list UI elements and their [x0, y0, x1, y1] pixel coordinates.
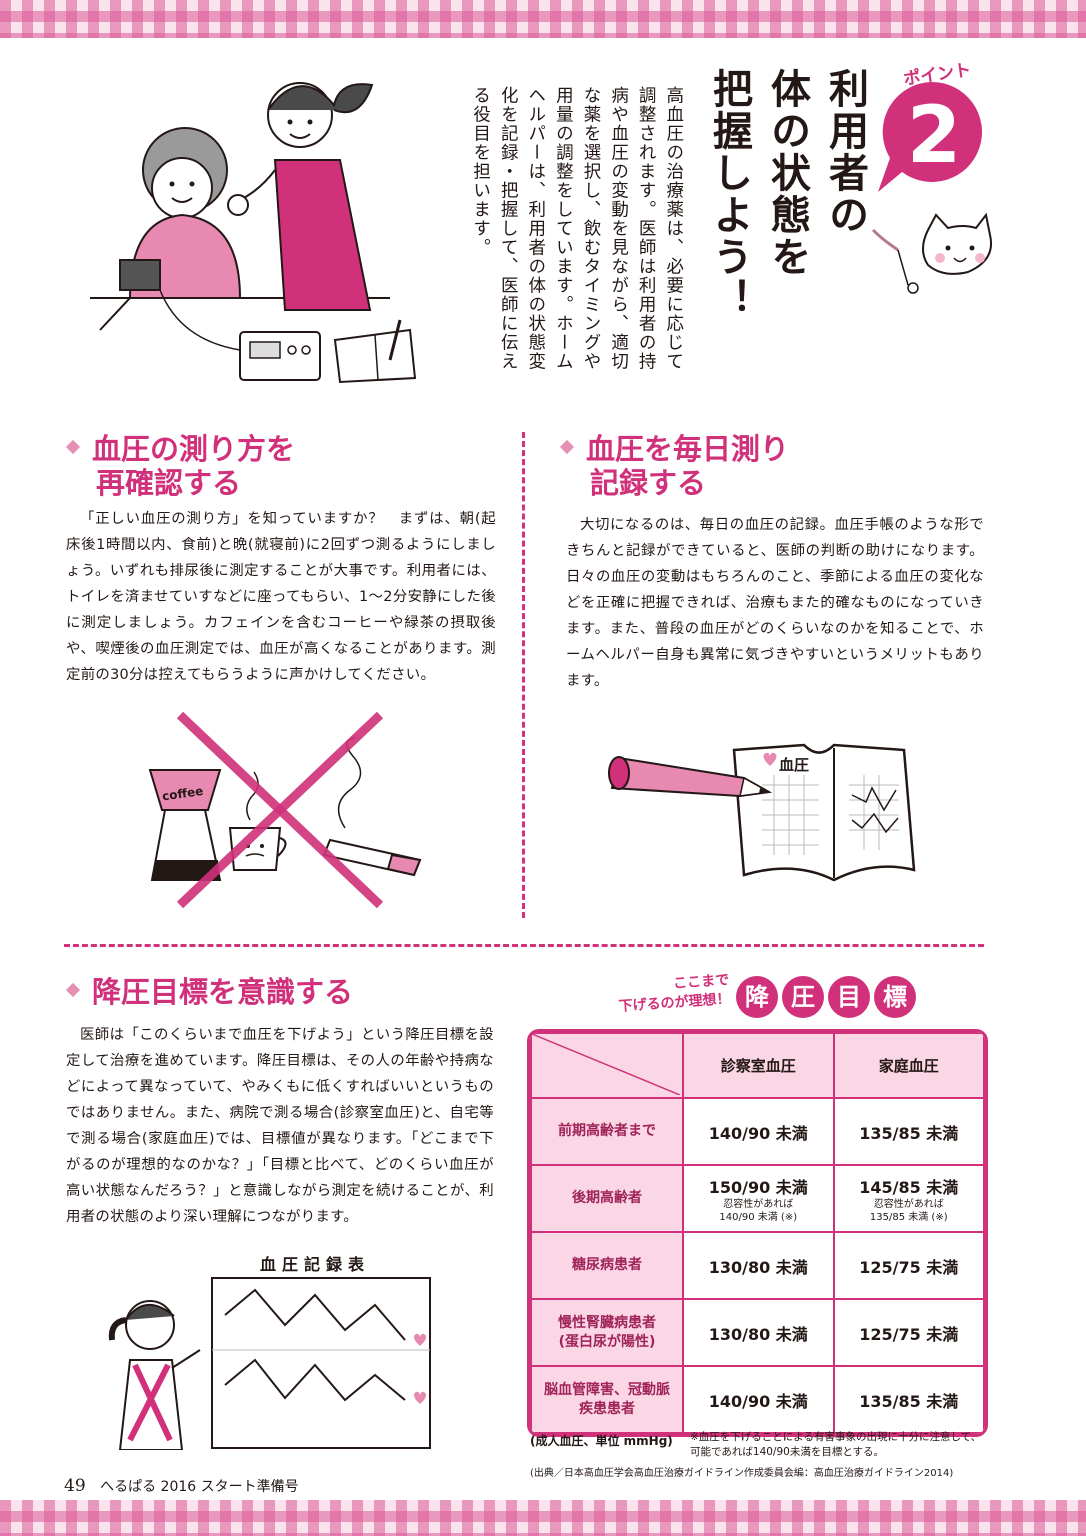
- title-line-1: 利用者の: [822, 68, 868, 236]
- notebook-label: 血圧: [779, 756, 809, 774]
- diagonal-line: [532, 1034, 680, 1095]
- diamond-bullet-icon: [65, 439, 81, 455]
- row-label: 糖尿病患者: [530, 1231, 684, 1300]
- table-row: 糖尿病患者 130/80 未満 125/75 未満: [530, 1231, 985, 1300]
- section3-body: 医師は「このくらいまで血圧を下げよう」という降圧目標を設定して治療を進めています…: [66, 1027, 494, 1225]
- table-row: 脳血管障害、冠動脈 疾患患者 140/90 未満 135/85 未満: [530, 1365, 985, 1434]
- diamond-bullet-icon: [559, 439, 575, 455]
- no-caffeine-smoking-illustration: coffee: [148, 711, 422, 909]
- clinic-note: 忍容性があれば 140/90 未満 (※): [719, 1198, 798, 1223]
- home-note: 忍容性があれば 135/85 未満 (※): [869, 1198, 948, 1223]
- bp-record-chart-title: 血圧記録表: [260, 1255, 370, 1274]
- section3-title-text: 降圧目標を意識する: [92, 975, 354, 1009]
- page-title: 利用者の 体の状態を 把握しよう！: [700, 68, 874, 358]
- top-gingham-border: [0, 0, 1086, 38]
- table-corner: [530, 1032, 684, 1099]
- clinic-value: 140/90 未満: [682, 1097, 835, 1166]
- bp-target-table: 診察室血圧 家庭血圧 前期高齢者まで 140/90 未満 135/85 未満 後…: [527, 1029, 988, 1437]
- section1-title-line1: 血圧の測り方を: [92, 432, 296, 466]
- speech-bubble-icon: [878, 82, 982, 192]
- table-row: 慢性腎臓病患者 (蛋白尿が陽性) 130/80 未満 125/75 未満: [530, 1298, 985, 1367]
- magazine-name: へるぱる 2016 スタート準備号: [100, 1479, 299, 1495]
- col-header-home: 家庭血圧: [832, 1032, 985, 1099]
- row-label: 前期高齢者まで: [530, 1097, 684, 1166]
- clinic-value: 140/90 未満: [682, 1365, 835, 1434]
- section3-title: 降圧目標を意識する: [65, 975, 354, 1009]
- home-value: 135/85 未満: [832, 1097, 985, 1166]
- target-tag-char-4: 標: [874, 976, 916, 1018]
- row-label: 慢性腎臓病患者 (蛋白尿が陽性): [530, 1298, 684, 1367]
- section-divider: [64, 944, 984, 947]
- section2-title-line1: 血圧を毎日測り: [586, 432, 790, 466]
- footer: 49 へるぱる 2016 スタート準備号: [64, 1476, 299, 1496]
- bottom-gingham-border: [0, 1500, 1086, 1536]
- point-badge: ポイント 2: [872, 60, 992, 222]
- target-tag-char-1: 降: [736, 976, 778, 1018]
- target-tag-char-3: 目: [828, 976, 870, 1018]
- table-row: 後期高齢者 150/90 未満 忍容性があれば 140/90 未満 (※) 14…: [530, 1164, 985, 1233]
- clinic-value: 130/80 未満: [682, 1298, 835, 1367]
- column-divider: [522, 432, 525, 918]
- clinic-cell: 150/90 未満 忍容性があれば 140/90 未満 (※): [682, 1164, 835, 1233]
- section2-title: 血圧を毎日測り 記録する: [559, 432, 790, 500]
- section1-title: 血圧の測り方を 再確認する: [65, 432, 296, 500]
- target-caption: ここまで 下げるのが理想！: [589, 971, 731, 1019]
- title-line-3: 把握しよう！: [706, 68, 752, 320]
- coffee-label: coffee: [161, 784, 204, 804]
- clinic-value: 130/80 未満: [682, 1231, 835, 1300]
- target-tag-char-2: 圧: [782, 976, 824, 1018]
- home-value: 145/85 未満: [859, 1177, 959, 1197]
- page-number: 49: [64, 1476, 86, 1496]
- col-header-clinic: 診察室血圧: [682, 1032, 835, 1099]
- source-note: (出典／日本高血圧学会高血圧治療ガイドライン作成委員会編：高血圧治療ガイドライン…: [530, 1468, 954, 1479]
- asterisk-note: ※血圧を下げることによる有害事象の出現に十分に注意して、可能であれば140/90…: [690, 1431, 982, 1458]
- home-cell: 145/85 未満 忍容性があれば 135/85 未満 (※): [832, 1164, 985, 1233]
- row-label: 後期高齢者: [530, 1164, 684, 1233]
- pencil-notebook-illustration: 血圧: [608, 743, 916, 882]
- home-value: 125/75 未満: [832, 1231, 985, 1300]
- table-row: 前期高齢者まで 140/90 未満 135/85 未満: [530, 1097, 985, 1166]
- target-tag: 降圧目標: [736, 976, 920, 1018]
- point-number: 2: [906, 91, 962, 181]
- intro-text: 高血圧の治療薬は、必要に応じて調整されます。医師は利用者の持病や血圧の変動を見な…: [470, 86, 684, 371]
- bp-record-chart-illustration: 血圧記録表: [108, 1255, 431, 1450]
- title-line-2: 体の状態を: [764, 68, 810, 278]
- unit-note: (成人血圧、単位 mmHg): [530, 1434, 673, 1448]
- diamond-bullet-icon: [65, 982, 81, 998]
- section2-title-line2: 記録する: [590, 466, 707, 500]
- cat-mascot-icon: [871, 212, 992, 294]
- home-value: 135/85 未満: [832, 1365, 985, 1434]
- section2-body: 大切になるのは、毎日の血圧の記録。血圧手帳のような形できちんと記録ができていると…: [566, 517, 984, 689]
- clinic-value: 150/90 未満: [708, 1177, 808, 1197]
- section1-title-line2: 再確認する: [96, 466, 242, 500]
- caregiver-illustration: [90, 82, 417, 384]
- home-value: 125/75 未満: [832, 1298, 985, 1367]
- section1-body: 「正しい血圧の測り方」を知っていますか？ まずは、朝(起床後1時間以内、食前)と…: [66, 511, 496, 683]
- row-label: 脳血管障害、冠動脈 疾患患者: [530, 1365, 684, 1434]
